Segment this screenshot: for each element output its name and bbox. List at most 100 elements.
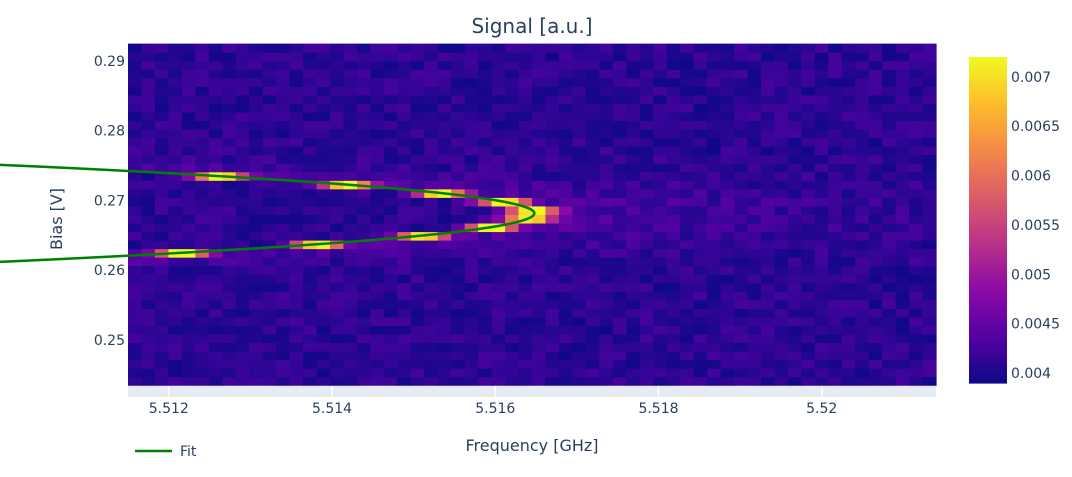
heatmap-cell [760, 120, 775, 130]
heatmap-cell [208, 231, 223, 241]
heatmap-cell [922, 359, 937, 369]
heatmap-cell [437, 111, 452, 122]
heatmap-cell [720, 69, 735, 79]
heatmap-cell [235, 222, 250, 233]
heatmap-cell [774, 60, 789, 70]
heatmap-cell [343, 291, 358, 301]
heatmap-cell [289, 154, 304, 164]
heatmap-cell [545, 342, 560, 352]
heatmap-cell [814, 205, 829, 215]
heatmap-cell [289, 248, 304, 258]
heatmap-cell [330, 274, 345, 284]
heatmap-cell [895, 111, 910, 122]
heatmap-cell [141, 333, 156, 344]
heatmap-cell [330, 222, 345, 233]
heatmap-cell [424, 69, 439, 79]
heatmap-cell [801, 188, 816, 198]
heatmap-cell [653, 205, 668, 215]
heatmap-cell [195, 137, 210, 147]
heatmap-cell [855, 171, 870, 181]
heatmap-cell [666, 171, 681, 181]
heatmap-cell [855, 231, 870, 241]
heatmap-cell [343, 77, 358, 87]
heatmap-cell [181, 316, 196, 326]
heatmap-cell [855, 137, 870, 147]
colorbar-segment [969, 134, 1007, 140]
heatmap-cell [922, 52, 937, 62]
heatmap-cell [747, 291, 762, 301]
heatmap-cell [518, 222, 533, 233]
heatmap-cell [478, 239, 493, 250]
heatmap-cell [760, 205, 775, 215]
heatmap-cell [841, 248, 856, 258]
heatmap-cell [693, 351, 708, 361]
heatmap-cell [181, 274, 196, 284]
heatmap-cell [909, 146, 924, 156]
heatmap-cell [801, 111, 816, 122]
heatmap-cell [882, 359, 897, 369]
heatmap-cell [653, 368, 668, 378]
heatmap-cell [922, 120, 937, 130]
heatmap-cell [774, 265, 789, 275]
heatmap-cell [451, 197, 466, 207]
heatmap-cell [787, 248, 802, 258]
heatmap-cell [397, 137, 412, 147]
heatmap-cell [774, 205, 789, 215]
heatmap-cell [787, 69, 802, 79]
heatmap-cell [356, 257, 371, 267]
heatmap-cell [532, 197, 547, 207]
heatmap-cell [801, 128, 816, 139]
heatmap-cell [330, 52, 345, 62]
heatmap-cell [505, 376, 520, 386]
heatmap-cell [841, 205, 856, 215]
heatmap-cell [478, 265, 493, 275]
heatmap-cell [585, 188, 600, 198]
heatmap-cell [599, 197, 614, 207]
heatmap-cell [855, 120, 870, 130]
heatmap-cell [855, 342, 870, 352]
heatmap-cell [383, 128, 398, 139]
heatmap-cell [720, 325, 735, 335]
heatmap-cell [208, 291, 223, 301]
heatmap-cell [572, 376, 587, 386]
heatmap-cell [828, 316, 843, 326]
heatmap-cell [774, 120, 789, 130]
heatmap-cell [478, 248, 493, 258]
heatmap-cell [235, 60, 250, 70]
heatmap-cell [626, 325, 641, 335]
heatmap-cell [437, 333, 452, 344]
heatmap-cell [909, 325, 924, 335]
heatmap-cell [262, 376, 277, 386]
heatmap-cell [720, 86, 735, 96]
legend[interactable]: Fit [135, 444, 197, 460]
heatmap-cell [639, 333, 654, 344]
heatmap-cell [693, 86, 708, 96]
heatmap-cell [168, 274, 183, 284]
heatmap-cell [532, 128, 547, 139]
heatmap-cell [922, 214, 937, 224]
heatmap-cell [518, 77, 533, 87]
heatmap-cell [343, 146, 358, 156]
heatmap-cell [370, 43, 385, 53]
heatmap-cell [639, 163, 654, 173]
heatmap-cell [828, 171, 843, 181]
heatmap-cell [612, 188, 627, 198]
heatmap-cell [195, 342, 210, 352]
heatmap-cell [787, 128, 802, 139]
heatmap-cell [666, 197, 681, 207]
heatmap-cell [410, 103, 425, 113]
heatmap-cell [545, 154, 560, 164]
heatmap-cell [343, 120, 358, 130]
heatmap-cell [478, 325, 493, 335]
heatmap-cell [235, 77, 250, 87]
heatmap-cell [370, 86, 385, 96]
heatmap-cell [895, 146, 910, 156]
heatmap-cell [316, 188, 331, 198]
heatmap-cell [814, 214, 829, 224]
heatmap-cell [558, 137, 573, 147]
heatmap-cell [814, 333, 829, 344]
heatmap-cell [128, 86, 143, 96]
heatmap-cell [545, 77, 560, 87]
heatmap-cell [760, 171, 775, 181]
heatmap-cell [747, 171, 762, 181]
